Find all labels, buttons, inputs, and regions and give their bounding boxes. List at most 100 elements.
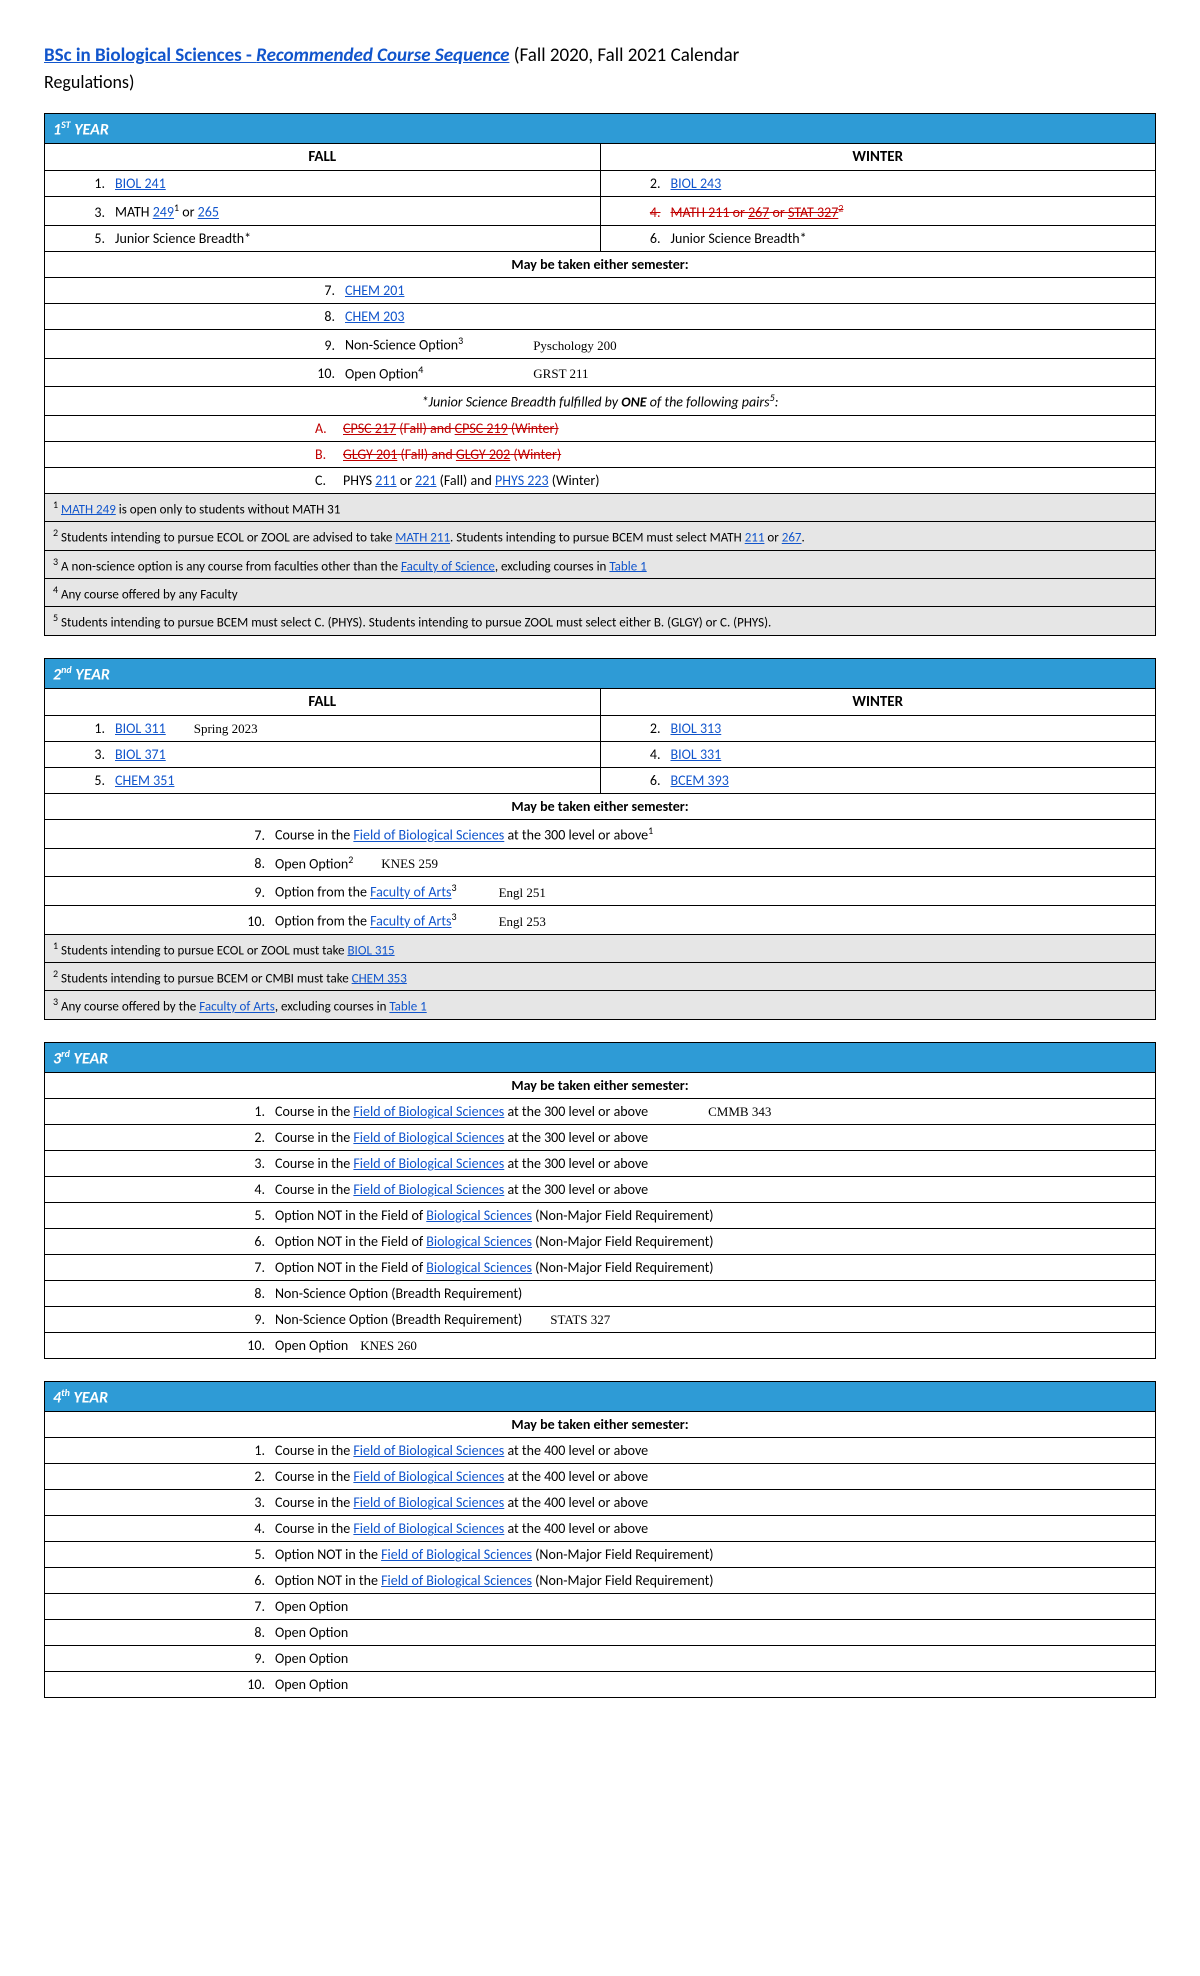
- math249-link[interactable]: 249: [153, 204, 174, 221]
- bcem393-link[interactable]: BCEM 393: [671, 772, 729, 789]
- title-link-main[interactable]: BSc in Biological Sciences -: [44, 44, 256, 67]
- chem351-link[interactable]: CHEM 351: [115, 772, 174, 789]
- phys223-link[interactable]: PHYS 223: [495, 472, 549, 489]
- biol243-link[interactable]: BIOL 243: [671, 175, 722, 192]
- y2-win-4: 4.BIOL 331: [600, 741, 1156, 767]
- y2-win-6: 6.BCEM 393: [600, 767, 1156, 793]
- y2-either-9: 9.Option from the Faculty of Arts3Engl 2…: [45, 877, 1156, 906]
- y2-note-2: 2 Students intending to pursue BCEM or C…: [45, 962, 1156, 990]
- y1-pair-a: A.CPSC 217 (Fall) and CPSC 219 (Winter): [45, 415, 1156, 441]
- y4-row-9: 9.Open Option: [45, 1646, 1156, 1672]
- y2-fall-3: 3.BIOL 371: [45, 741, 601, 767]
- title-line2: Regulations): [44, 71, 1156, 93]
- y1-win-4: 4.MATH 211 or 267 or STAT 3272: [600, 197, 1156, 226]
- faculty-arts-link-3[interactable]: Faculty of Arts: [199, 1000, 275, 1015]
- y1-note-3: 3 A non-science option is any course fro…: [45, 550, 1156, 578]
- phys221-link[interactable]: 221: [415, 472, 436, 489]
- y1-either-9: 9.Non-Science Option3Pyschology 200: [45, 329, 1156, 358]
- field-biosci-link[interactable]: Field of Biological Sciences: [353, 827, 504, 844]
- year2-header: 2nd YEAR: [45, 658, 1156, 688]
- biol241-link[interactable]: BIOL 241: [115, 175, 166, 192]
- y2-note-3: 3 Any course offered by the Faculty of A…: [45, 991, 1156, 1019]
- phys211-link[interactable]: 211: [375, 472, 396, 489]
- biosci-link-y3[interactable]: Biological Sciences: [426, 1207, 532, 1224]
- math249-note-link[interactable]: MATH 249: [61, 502, 116, 517]
- year4-header: 4th YEAR: [45, 1381, 1156, 1411]
- y2-fall-1: 1.BIOL 311Spring 2023: [45, 715, 601, 741]
- y1-either-10: 10.Open Option4GRST 211: [45, 358, 1156, 387]
- math265-link[interactable]: 265: [198, 204, 219, 221]
- title-link-italic[interactable]: Recommended Course Sequence: [256, 44, 509, 67]
- knes260-annotation: KNES 260: [360, 1338, 417, 1353]
- y3-row-3: 3.Course in the Field of Biological Scie…: [45, 1150, 1156, 1176]
- knes259-annotation: KNES 259: [381, 856, 438, 871]
- chem201-link[interactable]: CHEM 201: [345, 282, 404, 299]
- y1-note-5: 5 Students intending to pursue BCEM must…: [45, 607, 1156, 635]
- y3-row-8: 8.Non-Science Option (Breadth Requiremen…: [45, 1280, 1156, 1306]
- y1-win-2: 2.BIOL 243: [600, 171, 1156, 197]
- table1-link-2[interactable]: Table 1: [389, 1000, 426, 1015]
- biol311-link[interactable]: BIOL 311: [115, 720, 166, 737]
- engl251-annotation: Engl 251: [499, 885, 546, 900]
- y2-either-8: 8.Open Option2KNES 259: [45, 848, 1156, 877]
- y3-row-5: 5.Option NOT in the Field of Biological …: [45, 1202, 1156, 1228]
- y2-winter-header: WINTER: [600, 688, 1156, 715]
- y1-note-4: 4 Any course offered by any Faculty: [45, 578, 1156, 606]
- y2-fall-5: 5.CHEM 351: [45, 767, 601, 793]
- y4-row-10: 10.Open Option: [45, 1672, 1156, 1698]
- y3-row-10: 10.Open OptionKNES 260: [45, 1332, 1156, 1358]
- biol371-link[interactable]: BIOL 371: [115, 746, 166, 763]
- spring-annotation: Spring 2023: [194, 721, 258, 736]
- grst-annotation: GRST 211: [533, 366, 588, 381]
- y4-row-4: 4.Course in the Field of Biological Scie…: [45, 1516, 1156, 1542]
- title-suffix: (Fall 2020, Fall 2021 Calendar: [509, 44, 739, 67]
- y1-either-8: 8.CHEM 203: [45, 303, 1156, 329]
- y1-fall-3: 3.MATH 2491 or 265: [45, 197, 601, 226]
- y3-row-1: 1.Course in the Field of Biological Scie…: [45, 1098, 1156, 1124]
- y3-row-6: 6.Option NOT in the Field of Biological …: [45, 1228, 1156, 1254]
- table1-link[interactable]: Table 1: [609, 559, 646, 574]
- y4-row-5: 5.Option NOT in the Field of Biological …: [45, 1542, 1156, 1568]
- field-biosci-link-y4[interactable]: Field of Biological Sciences: [353, 1442, 504, 1459]
- biol315-link[interactable]: BIOL 315: [347, 943, 394, 958]
- y3-row-7: 7.Option NOT in the Field of Biological …: [45, 1254, 1156, 1280]
- year4-table: 4th YEAR May be taken either semester: 1…: [44, 1381, 1156, 1698]
- field-biosci-link-y4b[interactable]: Field of Biological Sciences: [381, 1546, 532, 1563]
- y4-row-2: 2.Course in the Field of Biological Scie…: [45, 1464, 1156, 1490]
- chem203-link[interactable]: CHEM 203: [345, 308, 404, 325]
- engl253-annotation: Engl 253: [499, 914, 546, 929]
- faculty-arts-link-2[interactable]: Faculty of Arts: [370, 913, 451, 930]
- year3-table: 3rd YEAR May be taken either semester: 1…: [44, 1042, 1156, 1359]
- y4-row-3: 3.Course in the Field of Biological Scie…: [45, 1490, 1156, 1516]
- year2-table: 2nd YEAR FALL WINTER 1.BIOL 311Spring 20…: [44, 658, 1156, 1020]
- y1-note-2: 2 Students intending to pursue ECOL or Z…: [45, 522, 1156, 550]
- y4-row-8: 8.Open Option: [45, 1620, 1156, 1646]
- math211-link[interactable]: MATH 211: [395, 531, 450, 546]
- winter-header: WINTER: [600, 144, 1156, 171]
- stats-annotation: STATS 327: [550, 1312, 610, 1327]
- psych-annotation: Pyschology 200: [533, 338, 616, 353]
- cmmb-annotation: CMMB 343: [708, 1104, 771, 1119]
- y1-note-1: 1 MATH 249 is open only to students with…: [45, 493, 1156, 521]
- y2-win-2: 2.BIOL 313: [600, 715, 1156, 741]
- fall-header: FALL: [45, 144, 601, 171]
- y1-either-header: May be taken either semester:: [45, 251, 1156, 277]
- y2-either-header: May be taken either semester:: [45, 793, 1156, 819]
- y1-either-7: 7.CHEM 201: [45, 277, 1156, 303]
- y2-either-7: 7.Course in the Field of Biological Scie…: [45, 819, 1156, 848]
- biol313-link[interactable]: BIOL 313: [671, 720, 722, 737]
- y1-pair-b: B.GLGY 201 (Fall) and GLGY 202 (Winter): [45, 441, 1156, 467]
- faculty-science-link[interactable]: Faculty of Science: [401, 559, 495, 574]
- chem353-link[interactable]: CHEM 353: [352, 971, 407, 986]
- faculty-arts-link[interactable]: Faculty of Arts: [370, 884, 451, 901]
- y4-either-header: May be taken either semester:: [45, 1412, 1156, 1438]
- y3-row-4: 4.Course in the Field of Biological Scie…: [45, 1176, 1156, 1202]
- year1-table: 1ST YEAR FALL WINTER 1.BIOL 241 2.BIOL 2…: [44, 113, 1156, 636]
- field-biosci-link-y3[interactable]: Field of Biological Sciences: [353, 1103, 504, 1120]
- y2-fall-header: FALL: [45, 688, 601, 715]
- biol331-link[interactable]: BIOL 331: [671, 746, 722, 763]
- y1-pair-c: C.PHYS 211 or 221 (Fall) and PHYS 223 (W…: [45, 467, 1156, 493]
- year3-header: 3rd YEAR: [45, 1042, 1156, 1072]
- y4-row-6: 6.Option NOT in the Field of Biological …: [45, 1568, 1156, 1594]
- y1-win-6: 6.Junior Science Breadth*: [600, 225, 1156, 251]
